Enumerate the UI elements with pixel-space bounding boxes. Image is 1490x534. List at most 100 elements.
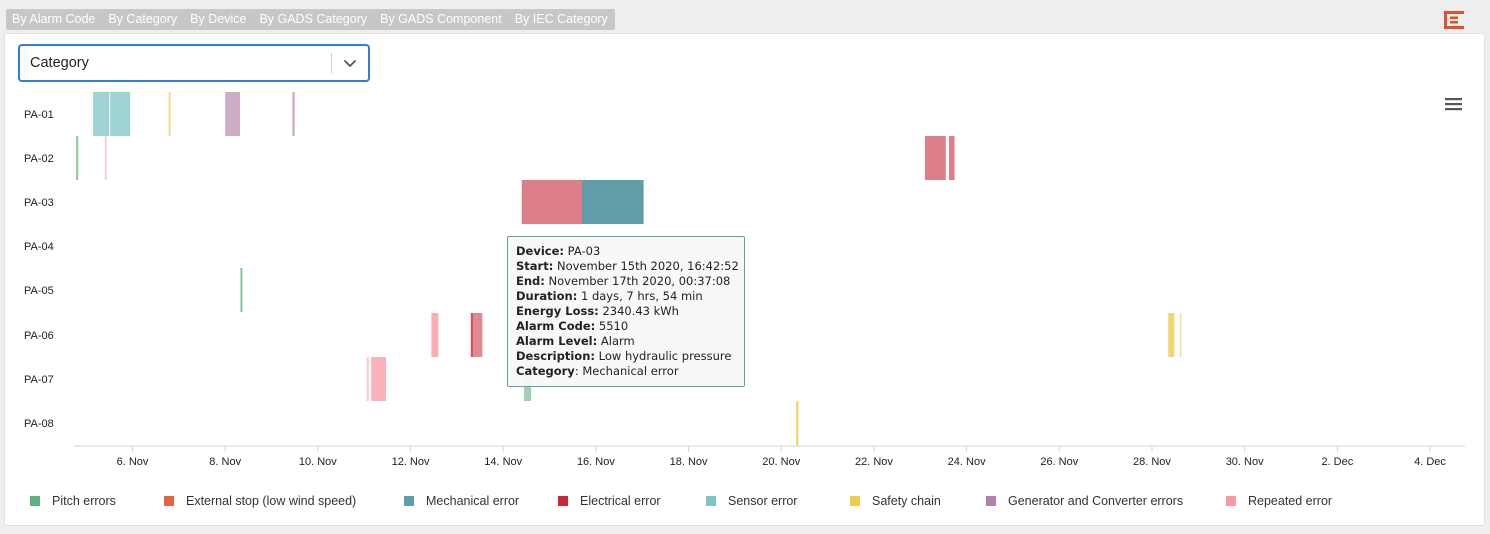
timeline-bar[interactable] [104, 136, 107, 180]
tooltip-duration: 1 days, 7 hrs, 54 min [580, 289, 703, 303]
tooltip-energy: 2340.43 kWh [602, 304, 679, 318]
timeline-bar[interactable] [473, 313, 483, 357]
legend-swatch [850, 496, 860, 506]
legend-item-external-stop-low-wind-speed[interactable]: External stop (low wind speed) [164, 492, 356, 510]
timeline-bar[interactable] [240, 268, 243, 312]
x-tick-label: 12. Nov [392, 456, 430, 468]
select-separator [331, 53, 332, 73]
tooltip-desc-label: Description [516, 349, 591, 363]
legend-item-pitch-errors[interactable]: Pitch errors [30, 492, 116, 510]
y-tick-label: PA-05 [24, 285, 54, 297]
y-tick-label: PA-03 [24, 197, 54, 209]
timeline-bar[interactable] [796, 401, 799, 445]
tooltip-desc: Low hydraulic pressure [598, 349, 732, 363]
x-tick-label: 10. Nov [299, 456, 337, 468]
tab-by-alarm-code[interactable]: By Alarm Code [12, 12, 96, 26]
group-by-select-value: Category [30, 55, 89, 71]
timeline-bar[interactable] [521, 180, 582, 224]
x-tick-label: 28. Nov [1133, 456, 1171, 468]
x-tick-label: 30. Nov [1226, 456, 1264, 468]
tooltip-energy-label: Energy Loss [516, 304, 595, 318]
legend-swatch [1226, 496, 1236, 506]
x-tick-label: 4. Dec [1414, 456, 1446, 468]
timeline-bar[interactable] [949, 136, 955, 180]
tooltip-start-label: Start [516, 259, 549, 273]
tab-by-gads-category[interactable]: By GADS Category [259, 12, 368, 26]
x-tick-label: 22. Nov [855, 456, 893, 468]
x-tick-label: 18. Nov [670, 456, 708, 468]
tab-by-iec-category[interactable]: By IEC Category [514, 12, 608, 26]
legend-swatch [164, 496, 174, 506]
tooltip-category: Mechanical error [582, 364, 679, 378]
bar-tooltip: Device: PA-03 Start: November 15th 2020,… [507, 236, 745, 387]
x-tick-label: 24. Nov [948, 456, 986, 468]
legend-label: Mechanical error [426, 494, 520, 508]
x-tick-label: 26. Nov [1040, 456, 1078, 468]
y-tick-label: PA-08 [24, 418, 54, 430]
timeline-bar[interactable] [75, 136, 79, 180]
y-tick-label: PA-01 [24, 109, 54, 121]
timeline-bar[interactable] [1168, 313, 1175, 357]
legend-label: External stop (low wind speed) [186, 494, 357, 508]
group-by-select[interactable]: Category [18, 44, 370, 82]
legend-label: Pitch errors [52, 494, 116, 508]
tab-by-gads-component[interactable]: By GADS Component [380, 12, 502, 26]
tab-by-device[interactable]: By Device [190, 12, 247, 26]
legend-item-generator-and-converter-errors[interactable]: Generator and Converter errors [986, 492, 1183, 510]
timeline-bar[interactable] [225, 92, 241, 136]
tooltip-end-label: End [516, 274, 541, 288]
legend-swatch [558, 496, 568, 506]
tooltip-category-label: Category [516, 364, 575, 378]
x-tick-label: 14. Nov [484, 456, 522, 468]
legend-item-sensor-error[interactable]: Sensor error [706, 492, 797, 510]
legend-label: Sensor error [728, 494, 798, 508]
timeline-bar[interactable] [371, 357, 386, 401]
legend-swatch [30, 496, 40, 506]
app-logo-icon[interactable] [1443, 9, 1465, 31]
tab-by-category[interactable]: By Category [108, 12, 178, 26]
x-tick-label: 6. Nov [117, 456, 149, 468]
y-tick-label: PA-06 [24, 330, 54, 342]
legend-label: Repeated error [1248, 494, 1333, 508]
y-tick-label: PA-04 [24, 241, 54, 253]
x-tick-label: 16. Nov [577, 456, 615, 468]
timeline-bar[interactable] [581, 180, 644, 224]
y-tick-label: PA-02 [24, 153, 54, 165]
timeline-bar[interactable] [431, 313, 439, 357]
timeline-bar[interactable] [470, 313, 474, 357]
tooltip-code-label: Alarm Code [516, 319, 591, 333]
tooltip-level: Alarm [600, 334, 635, 348]
x-tick-label: 2. Dec [1321, 456, 1353, 468]
chart-menu-icon[interactable] [1444, 96, 1464, 112]
legend-label: Safety chain [872, 494, 941, 508]
tooltip-device-label: Device [516, 244, 560, 258]
timeline-bar[interactable] [1179, 313, 1182, 357]
timeline-bar[interactable] [168, 92, 171, 136]
legend-item-electrical-error[interactable]: Electrical error [558, 492, 661, 510]
legend-item-repeated-error[interactable]: Repeated error [1226, 492, 1332, 510]
legend-swatch [404, 496, 414, 506]
tooltip-duration-label: Duration [516, 289, 573, 303]
tab-bar: By Alarm Code By Category By Device By GADS… [6, 9, 615, 30]
y-tick-label: PA-07 [24, 374, 54, 386]
timeline-bar[interactable] [924, 136, 946, 180]
tooltip-code: 5510 [598, 319, 629, 333]
legend-swatch [706, 496, 716, 506]
x-tick-label: 8. Nov [209, 456, 241, 468]
chevron-down-icon[interactable] [342, 55, 358, 71]
x-tick-label: 20. Nov [762, 456, 800, 468]
legend-item-mechanical-error[interactable]: Mechanical error [404, 492, 519, 510]
legend-label: Electrical error [580, 494, 661, 508]
legend-swatch [986, 496, 996, 506]
tooltip-end: November 17th 2020, 00:37:08 [548, 274, 731, 288]
tooltip-device: PA-03 [567, 244, 601, 258]
timeline-bar[interactable] [93, 92, 110, 136]
timeline-bar[interactable] [292, 92, 295, 136]
timeline-bar[interactable] [110, 92, 131, 136]
tooltip-level-label: Alarm Level [516, 334, 593, 348]
legend-item-safety-chain[interactable]: Safety chain [850, 492, 941, 510]
legend-label: Generator and Converter errors [1008, 494, 1184, 508]
tooltip-start: November 15th 2020, 16:42:52 [556, 259, 739, 273]
timeline-bar[interactable] [366, 357, 369, 401]
